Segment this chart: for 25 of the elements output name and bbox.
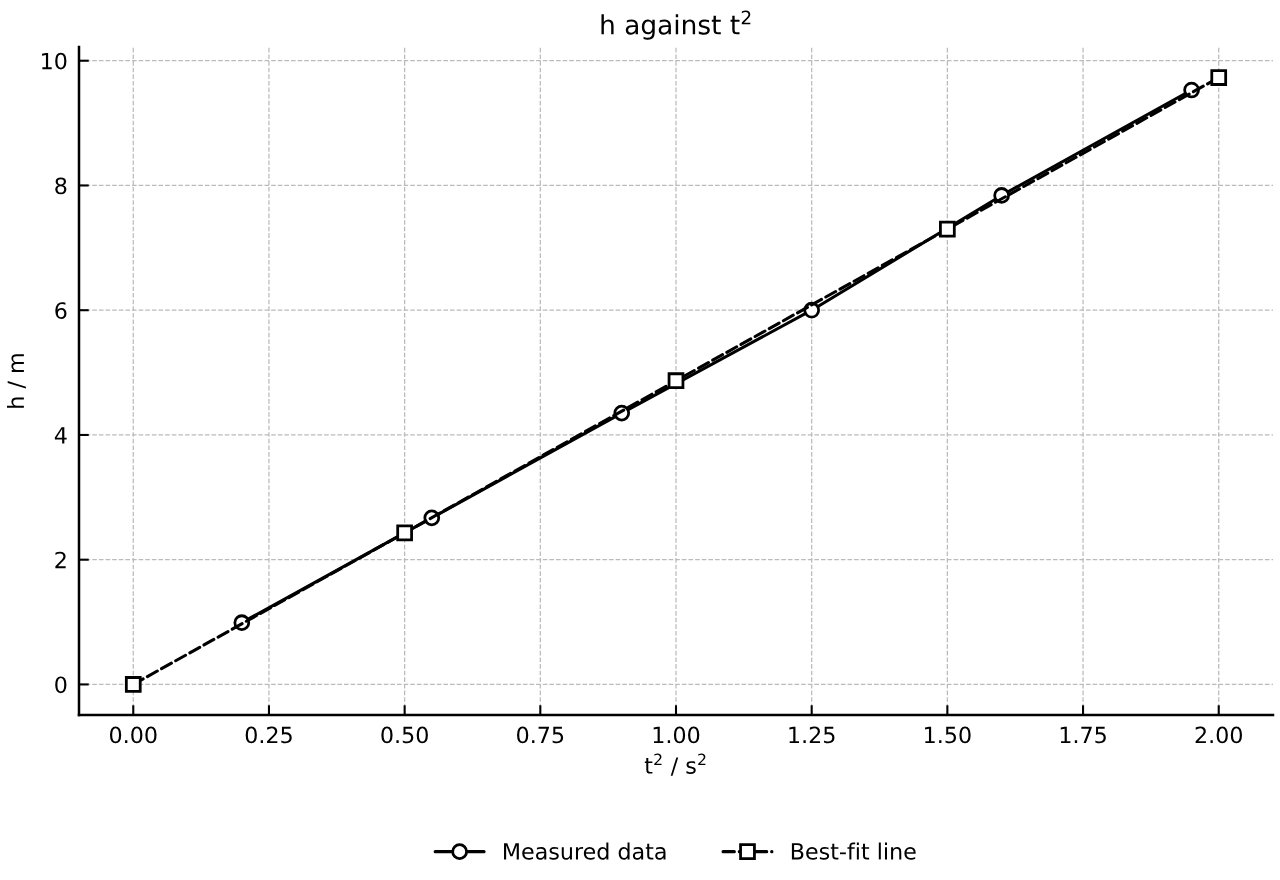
x-tick-label: 1.00 [653,726,700,744]
x-tick-label: 1.50 [925,726,971,744]
y-tick-label: 6 [55,302,67,319]
y-axis-title: h / m [6,354,26,408]
x-tick-label: 0.50 [381,726,428,744]
point [667,372,685,390]
y-tick-label: 8 [55,177,67,195]
x-tick-label: 0.25 [245,726,292,744]
y-tick-label: 4 [54,427,67,444]
chart-title: h against t$^{2}$ [601,10,751,40]
x-tick-label: 1.25 [789,726,835,744]
y-tick-label: 2 [55,551,66,569]
legend-label: Best-fit line [791,842,916,860]
point [1210,69,1228,86]
y-tick-label: 10 [42,52,67,70]
x-tick-label: 1.75 [1060,726,1106,744]
x-tick-label: 2.00 [1195,726,1242,744]
x-axis-title: t$^{2}$ / s$^{2}$ [644,753,706,776]
y-tick-label: 0 [55,676,67,694]
point [124,676,142,693]
point [939,220,956,238]
x-tick-label: 0.75 [517,726,564,744]
point [396,524,413,542]
legend-label: Measured data [504,842,666,860]
x-tick-label: 0.00 [110,726,157,744]
